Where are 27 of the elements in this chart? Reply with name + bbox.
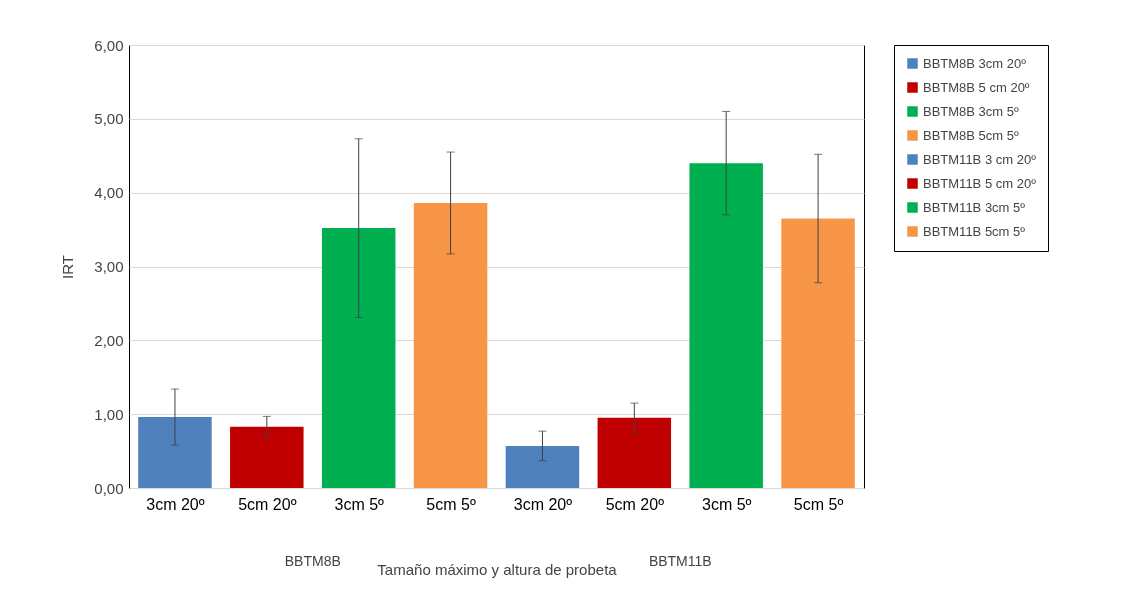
y-tick-label: 2,00 [94, 331, 124, 349]
legend-label: BBTM8B 5cm 5º [923, 127, 1020, 143]
legend-label: BBTM11B 5 cm 20º [923, 175, 1037, 191]
y-tick-label: 3,00 [94, 258, 124, 275]
x-tick-label: 5cm 20º [605, 495, 665, 513]
x-tick-label: 5cm 20º [238, 495, 297, 513]
x-tick-label: 3cm 5º [701, 495, 752, 513]
x-tick-label: 5cm 5º [426, 495, 476, 513]
x-axis-title: Tamaño máximo y altura de probeta [377, 560, 618, 578]
x-tick-label: 3cm 20º [146, 495, 205, 513]
x-tick-label: 5cm 5º [793, 495, 844, 513]
y-tick-label: 0,00 [94, 479, 124, 497]
x-tick-label: 3cm 20º [513, 495, 573, 513]
x-tick-label: 3cm 5º [334, 495, 385, 513]
y-tick-label: 4,00 [94, 184, 124, 202]
y-tick-label: 1,00 [94, 405, 124, 423]
legend-label: BBTM8B 5 cm 20º [923, 79, 1030, 95]
y-axis-title: IRT [59, 255, 77, 279]
legend-label: BBTM11B 3 cm 20º [923, 151, 1037, 167]
legend-label: BBTM11B 3cm 5º [923, 199, 1026, 215]
text: BBTM11B [648, 553, 712, 569]
y-tick-label: 5,00 [94, 110, 124, 128]
text: BBTM8B [284, 553, 341, 569]
legend-label: BBTM8B 3cm 20º [923, 55, 1027, 71]
legend-label: BBTM8B 3cm 5º [923, 103, 1020, 119]
legend-label: BBTM11B 5cm 5º [923, 223, 1026, 239]
y-tick-label: 6,00 [94, 36, 124, 54]
